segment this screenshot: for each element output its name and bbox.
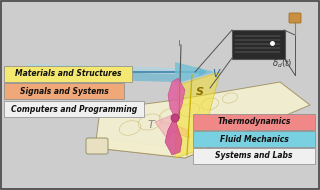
Polygon shape: [28, 64, 175, 74]
Text: V: V: [212, 69, 219, 79]
Text: Computers and Programming: Computers and Programming: [11, 105, 137, 113]
FancyBboxPatch shape: [193, 148, 315, 164]
Polygon shape: [168, 78, 185, 118]
Polygon shape: [175, 72, 220, 158]
Polygon shape: [165, 118, 182, 155]
Circle shape: [171, 114, 179, 122]
Text: Systems and Labs: Systems and Labs: [215, 151, 293, 161]
Text: T: T: [148, 120, 155, 130]
FancyBboxPatch shape: [4, 83, 124, 99]
FancyBboxPatch shape: [86, 138, 108, 154]
Polygon shape: [175, 62, 215, 84]
Text: S: S: [196, 87, 204, 97]
Text: Materials and Structures: Materials and Structures: [15, 70, 121, 78]
FancyBboxPatch shape: [231, 29, 284, 59]
Text: $\delta_d(t)$: $\delta_d(t)$: [272, 58, 292, 70]
FancyBboxPatch shape: [4, 66, 132, 82]
Text: Signals and Systems: Signals and Systems: [20, 86, 108, 96]
Polygon shape: [95, 138, 200, 158]
Polygon shape: [155, 115, 190, 140]
FancyBboxPatch shape: [193, 131, 315, 147]
Polygon shape: [28, 70, 175, 82]
FancyBboxPatch shape: [4, 101, 144, 117]
Text: Thermodynamics: Thermodynamics: [217, 117, 291, 127]
FancyBboxPatch shape: [193, 114, 315, 130]
FancyBboxPatch shape: [289, 13, 301, 23]
Polygon shape: [95, 82, 310, 158]
Text: Fluid Mechanics: Fluid Mechanics: [220, 135, 288, 143]
